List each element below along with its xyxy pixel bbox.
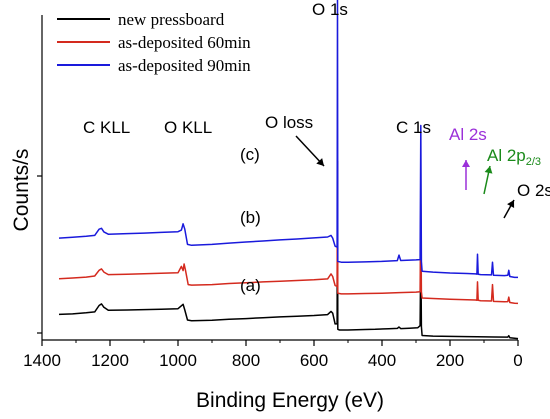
series-line-1 [58, 160, 519, 340]
annotation-o-kll: O KLL [164, 118, 212, 137]
arrow-o-2s-head [507, 200, 515, 209]
x-tick-label-600: 600 [300, 351, 328, 370]
annotation-o-2s: O 2s [517, 181, 550, 200]
x-tick-label-200: 200 [436, 351, 464, 370]
series-line-2 [58, 160, 519, 305]
arrow-al-2s-head [462, 160, 470, 167]
legend-label-3: as-deposited 90min [118, 56, 251, 75]
legend: new pressboard as-deposited 60min as-depos… [57, 10, 251, 75]
series-tag-b: (b) [240, 208, 261, 227]
x-tick-label-1400: 1400 [23, 351, 61, 370]
series-tag-a: (a) [240, 276, 261, 295]
x-tick-label-1200: 1200 [91, 351, 129, 370]
annotation-al-2p-sub: 2/3 [526, 156, 541, 168]
annotation-o-loss: O loss [265, 113, 313, 132]
annotation-c-1s: C 1s [396, 118, 431, 137]
arrow-o-loss-head [316, 158, 324, 166]
axes-layer: 1400 1200 1000 800 600 400 200 0 [23, 15, 523, 370]
annotation-al-2p-main: Al 2p2/3 [487, 146, 541, 168]
series-tag-c: (c) [240, 145, 260, 164]
x-tick-label-0: 0 [513, 351, 522, 370]
annotation-al-2s: Al 2s [449, 125, 487, 144]
arrow-al-2p-head [484, 166, 493, 174]
labels-layer: Binding Energy (eV) Counts/s (a) (b) (c) C KL… [10, 0, 550, 412]
x-axis-label: Binding Energy (eV) [196, 389, 384, 412]
series-line-3 [58, 0, 518, 279]
annotation-c-kll: C KLL [83, 118, 130, 137]
series-layer [58, 0, 519, 340]
legend-label-1: new pressboard [118, 10, 225, 29]
y-axis-label: Counts/s [10, 149, 33, 232]
x-tick-label-1000: 1000 [159, 351, 197, 370]
x-tick-label-800: 800 [232, 351, 260, 370]
x-tick-label-400: 400 [368, 351, 396, 370]
legend-label-2: as-deposited 60min [118, 33, 251, 52]
annotation-o-1s: O 1s [312, 0, 348, 19]
